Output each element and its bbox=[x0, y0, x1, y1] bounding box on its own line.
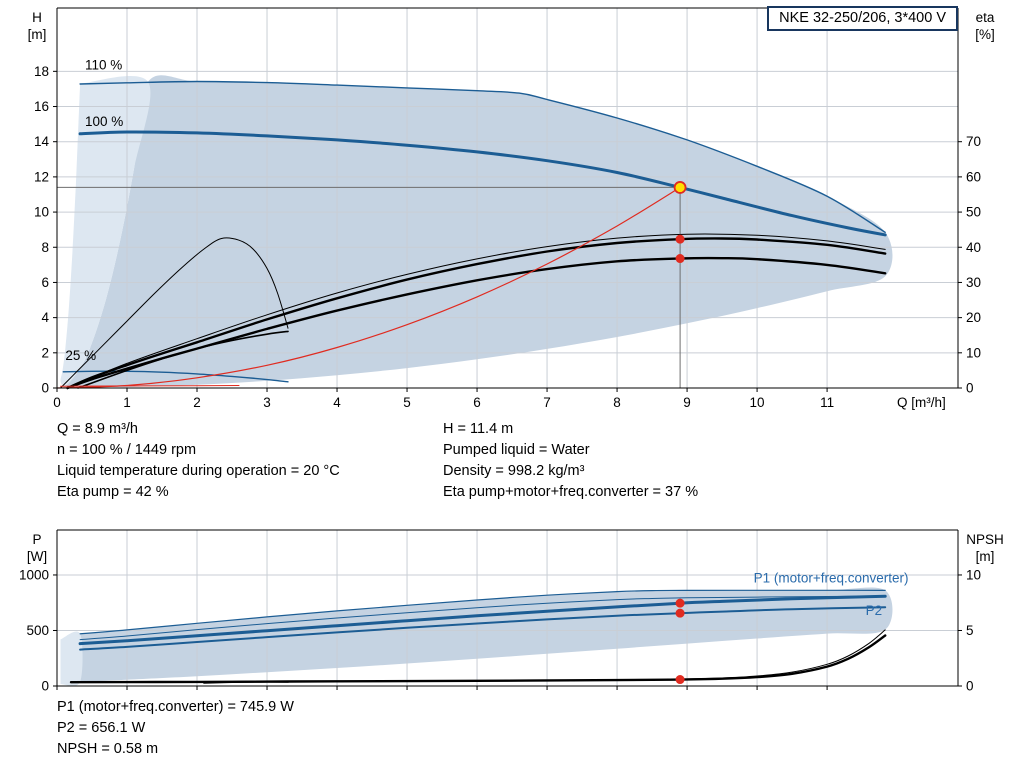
chart-primitive: 10 bbox=[34, 205, 49, 220]
chart-primitive: 0 bbox=[41, 679, 49, 694]
info-pumped-liquid: Pumped liquid = Water bbox=[443, 442, 590, 458]
curve-label: 25 % bbox=[65, 348, 96, 363]
chart-primitive: 0 bbox=[41, 381, 49, 396]
duty-info-left-column: Q = 8.9 m³/h n = 100 % / 1449 rpm Liquid… bbox=[57, 419, 340, 503]
power-npsh-chart: 0 500 1000 0 5 10 P [W] NPSH [m] P1 (motor+freq.co… bbox=[19, 529, 1004, 694]
qh-chart-axes: 0 1 2 3 4 5 6 7 8 9 10 1102468101214161801020304050… bbox=[28, 10, 995, 410]
chart-primitive: 70 bbox=[966, 134, 981, 149]
power-low-flow-envelope bbox=[60, 631, 83, 687]
npsh-point bbox=[675, 675, 685, 685]
chart-primitive: 11 bbox=[820, 395, 834, 410]
chart-primitive: 3 bbox=[263, 395, 271, 410]
chart-primitive: Q [m³/h] bbox=[897, 395, 946, 410]
curve-label: 110 % bbox=[85, 58, 122, 73]
info-density: Density = 998.2 kg/m³ bbox=[443, 463, 585, 479]
curve-label: 100 % bbox=[85, 114, 123, 129]
pump-model-title: NKE 32-250/206, 3*400 V bbox=[779, 10, 946, 26]
chart-primitive: [%] bbox=[975, 27, 995, 42]
chart-primitive: 2 bbox=[193, 395, 201, 410]
eta-reduced-small-curve bbox=[77, 330, 289, 389]
info-liquid-temperature: Liquid temperature during operation = 20… bbox=[57, 463, 340, 479]
p2-curve bbox=[79, 606, 887, 651]
pump-model-title-box: NKE 32-250/206, 3*400 V bbox=[767, 6, 958, 31]
chart-primitive: 18 bbox=[34, 64, 49, 79]
info-eta-pump: Eta pump = 42 % bbox=[57, 484, 169, 500]
chart-primitive: 500 bbox=[26, 623, 49, 638]
min-speed-control-line bbox=[60, 385, 240, 387]
p2-point bbox=[675, 608, 685, 618]
chart-primitive: 20 bbox=[966, 310, 981, 325]
operating-envelope bbox=[64, 75, 893, 388]
control-curve bbox=[56, 186, 681, 389]
duty-point[interactable] bbox=[673, 181, 687, 194]
chart-primitive: eta bbox=[976, 10, 995, 25]
chart-primitive: H bbox=[32, 10, 42, 25]
eta-pump-thin-curve bbox=[67, 233, 886, 389]
power-envelope bbox=[80, 587, 893, 682]
footer-p2: P2 = 656.1 W bbox=[57, 720, 146, 736]
chart-primitive: 0 bbox=[53, 395, 61, 410]
chart-primitive: 7 bbox=[543, 395, 551, 410]
p1-max-curve bbox=[79, 589, 886, 635]
chart-primitive: 30 bbox=[966, 275, 981, 290]
chart-primitive: NPSH bbox=[966, 532, 1004, 547]
chart-primitive: 16 bbox=[34, 99, 49, 114]
npsh-thin-curve bbox=[679, 629, 886, 680]
info-speed: n = 100 % / 1449 rpm bbox=[57, 442, 197, 458]
speed-25-curve bbox=[62, 370, 289, 383]
chart-primitive: 10 bbox=[966, 345, 981, 360]
chart-primitive: P bbox=[32, 532, 41, 547]
chart-primitive: 1 bbox=[123, 395, 131, 410]
info-flow: Q = 8.9 m³/h bbox=[57, 421, 138, 437]
footer-npsh: NPSH = 0.58 m bbox=[57, 741, 159, 757]
chart-primitive: [W] bbox=[27, 549, 47, 564]
chart-primitive: 40 bbox=[966, 240, 981, 255]
chart-primitive: 8 bbox=[613, 395, 621, 410]
curve-label: P1 (motor+freq.converter) bbox=[754, 571, 909, 586]
chart-primitive: 10 bbox=[750, 395, 765, 410]
chart-primitive: 4 bbox=[333, 395, 341, 410]
p1-curve bbox=[78, 594, 887, 646]
chart-primitive: 0 bbox=[966, 381, 974, 396]
curve-label: P2 bbox=[866, 603, 883, 618]
power-npsh-chart-frame bbox=[56, 529, 959, 687]
speed-110-curve bbox=[79, 80, 886, 233]
chart-primitive: 1000 bbox=[19, 567, 49, 582]
low-flow-envelope bbox=[60, 75, 151, 387]
chart-primitive: 5 bbox=[966, 623, 974, 638]
chart-primitive: 12 bbox=[34, 169, 49, 184]
eta-reduced-arc-curve bbox=[60, 237, 289, 389]
power-npsh-chart-axes: 0 500 1000 0 5 10 P [W] NPSH [m] bbox=[19, 532, 1004, 694]
chart-primitive: [m] bbox=[28, 27, 47, 42]
chart-primitive: 14 bbox=[34, 134, 50, 149]
chart-primitive: 8 bbox=[41, 240, 49, 255]
chart-primitive: 0 bbox=[966, 679, 974, 694]
info-head: H = 11.4 m bbox=[443, 421, 514, 437]
chart-primitive: 4 bbox=[41, 310, 49, 325]
duty-info-right-column: H = 11.4 m Pumped liquid = Water Density… bbox=[443, 419, 698, 503]
chart-primitive: [m] bbox=[976, 549, 995, 564]
eta-total-point bbox=[675, 254, 685, 264]
npsh-reduced-curve bbox=[203, 680, 289, 684]
qh-chart-grid bbox=[57, 8, 958, 388]
chart-primitive: 9 bbox=[683, 395, 691, 410]
p2-max-curve bbox=[79, 595, 886, 641]
chart-primitive: 6 bbox=[473, 395, 481, 410]
eta-pump-point bbox=[675, 234, 685, 244]
footer-p1: P1 (motor+freq.converter) = 745.9 W bbox=[57, 699, 294, 715]
chart-primitive: 60 bbox=[966, 169, 981, 184]
qh-chart: 0 1 2 3 4 5 6 7 8 9 10 1102468101214161801020304050… bbox=[28, 7, 995, 410]
chart-primitive: 50 bbox=[966, 205, 981, 220]
chart-primitive: 5 bbox=[403, 395, 411, 410]
speed-100-curve bbox=[78, 130, 887, 237]
info-eta-total: Eta pump+motor+freq.converter = 37 % bbox=[443, 484, 699, 500]
eta-pump-curve bbox=[66, 237, 887, 390]
p1-point bbox=[675, 598, 685, 608]
power-info-column: P1 (motor+freq.converter) = 745.9 W P2 =… bbox=[57, 697, 294, 760]
chart-primitive: 6 bbox=[41, 275, 49, 290]
chart-primitive: 2 bbox=[41, 345, 49, 360]
chart-primitive: 10 bbox=[966, 567, 981, 582]
